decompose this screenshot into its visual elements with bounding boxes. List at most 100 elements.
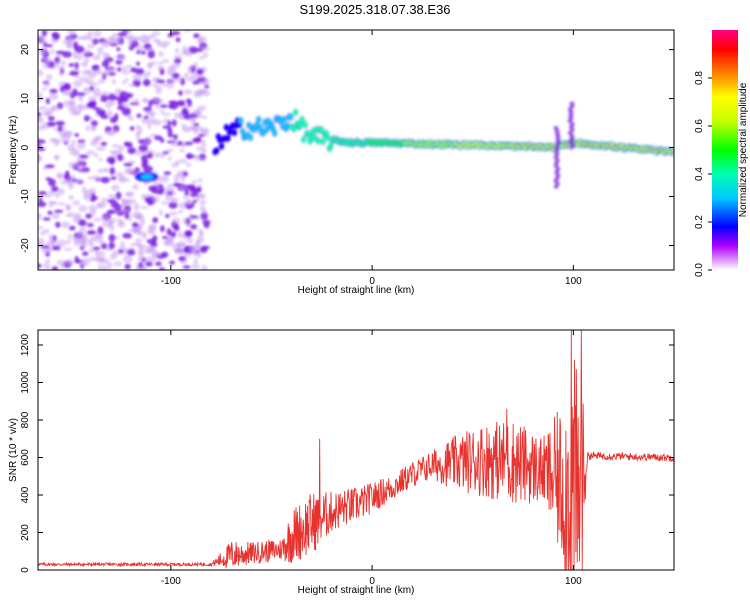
noise-blob — [38, 139, 43, 144]
noise-blob — [166, 228, 172, 236]
noise-blob — [43, 79, 51, 88]
noise-blob — [78, 204, 88, 213]
noise-blob — [55, 120, 66, 126]
noise-blob — [118, 176, 128, 183]
noise-blob — [85, 213, 93, 219]
noise-blob — [181, 50, 190, 56]
noise-blob — [175, 77, 183, 83]
noise-blob — [129, 170, 139, 175]
noise-blob — [200, 212, 209, 220]
noise-blob — [167, 33, 174, 38]
spur-blob — [553, 164, 559, 169]
noise-blob — [195, 240, 201, 248]
noise-blob — [82, 49, 91, 54]
noise-blob — [133, 98, 140, 107]
noise-blob — [100, 141, 108, 146]
snr-ytick-label: 200 — [20, 524, 31, 541]
noise-blob — [123, 162, 133, 167]
noise-blob — [67, 144, 75, 152]
noise-blob — [92, 246, 101, 251]
noise-blob — [72, 200, 81, 206]
spur-blob — [554, 149, 560, 154]
noise-blob — [146, 245, 156, 252]
noise-blob — [38, 107, 44, 111]
noise-blob — [155, 105, 160, 109]
noise-blob — [200, 115, 208, 120]
noise-blob — [87, 176, 95, 180]
noise-blob — [38, 201, 47, 208]
noise-blob — [159, 68, 165, 76]
noise-blob — [199, 157, 206, 161]
spectrogram-ytick-label: -20 — [20, 238, 31, 253]
noise-blob — [68, 71, 79, 76]
noise-blob — [147, 228, 156, 235]
noise-blob — [43, 194, 52, 198]
noise-blob — [194, 136, 202, 142]
noise-blob — [151, 61, 159, 65]
noise-blob — [155, 86, 163, 95]
noise-blob — [165, 81, 175, 89]
noise-blob — [181, 195, 190, 200]
noise-blob — [83, 56, 89, 65]
noise-blob — [72, 88, 78, 97]
noise-blob — [128, 35, 137, 44]
colorbar-tick-label: 0.4 — [694, 167, 705, 181]
noise-blob — [197, 193, 207, 199]
noise-blob — [68, 195, 74, 201]
noise-blob — [115, 191, 122, 200]
noise-blob — [161, 82, 167, 87]
noise-blob — [46, 121, 56, 127]
noise-blob — [109, 167, 116, 175]
spectrogram-frame — [37, 29, 675, 271]
noise-blob — [54, 209, 64, 214]
noise-blob — [140, 205, 150, 210]
noise-blob — [88, 82, 99, 87]
noise-blob — [158, 209, 163, 216]
colorbar: 0.0 0.2 0.4 0.6 0.8 Normalized spectral ampl… — [694, 30, 749, 277]
spectrogram-ytick-label: -10 — [20, 189, 31, 204]
noise-blob — [204, 84, 210, 89]
noise-blob — [62, 130, 72, 138]
band-mid — [214, 147, 220, 154]
noise-blob — [38, 212, 43, 221]
noise-blob — [173, 134, 178, 140]
noise-blob — [60, 60, 67, 66]
noise-blob — [132, 184, 139, 191]
spur-blob — [555, 131, 561, 136]
snr-xtick-label: -100 — [161, 576, 181, 587]
noise-blob — [143, 137, 153, 145]
noise-blob — [118, 219, 124, 226]
snr-xtick-label: 0 — [369, 576, 375, 587]
band-mid — [225, 135, 231, 142]
noise-blob — [38, 143, 42, 147]
noise-blob — [78, 219, 87, 227]
noise-blob — [70, 110, 81, 116]
spur-blob — [567, 130, 573, 135]
band-mid — [223, 124, 229, 131]
snr-background — [38, 330, 674, 570]
noise-blob — [72, 80, 83, 88]
noise-blob — [54, 154, 59, 161]
noise-blob — [121, 107, 131, 116]
noise-blob — [192, 72, 198, 77]
noise-blob — [102, 52, 108, 59]
noise-blob — [133, 202, 140, 211]
noise-blob — [58, 72, 64, 76]
spectrogram-xtick-label: -100 — [161, 276, 181, 287]
noise-blob — [167, 127, 173, 135]
noise-blob — [159, 138, 165, 143]
noise-blob — [150, 255, 157, 262]
noise-blob — [128, 228, 137, 233]
band-mid — [328, 142, 334, 149]
noise-blob — [182, 171, 188, 177]
noise-blob — [168, 79, 177, 83]
noise-blob — [93, 217, 101, 222]
noise-blob — [60, 221, 71, 229]
noise-blob — [65, 203, 71, 210]
noise-blob — [198, 80, 208, 85]
noise-blob — [121, 69, 131, 75]
noise-blob — [107, 209, 115, 214]
noise-blob — [189, 215, 199, 219]
